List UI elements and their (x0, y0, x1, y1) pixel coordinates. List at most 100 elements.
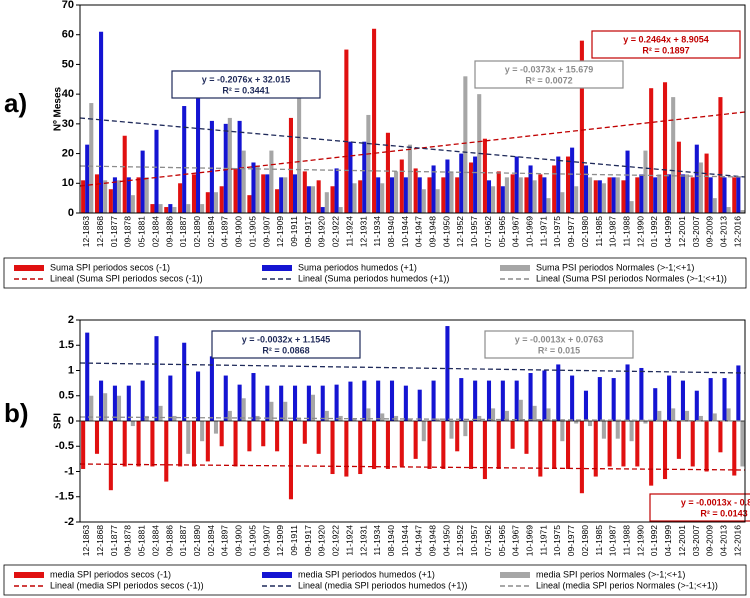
legend-label: Lineal (media SPI periodos humedos (+1)) (298, 580, 467, 590)
bar (330, 421, 335, 475)
bar (726, 207, 731, 213)
bar (528, 373, 533, 421)
x-tick-label: 07-1962 (483, 525, 493, 556)
bar (463, 76, 468, 213)
bar (103, 393, 108, 421)
bar (223, 375, 228, 421)
bar (182, 106, 187, 213)
y-tick-label: 30 (62, 118, 74, 130)
bar (712, 413, 717, 421)
y-tick-label: 2 (68, 314, 74, 326)
panel-label: a) (4, 88, 27, 118)
bar (639, 367, 644, 421)
equation-box (649, 493, 750, 522)
x-tick-label: 11-1924 (344, 525, 354, 556)
bar (611, 378, 616, 421)
bar (178, 183, 183, 213)
bar (186, 421, 191, 454)
bar (482, 421, 487, 480)
x-tick-label: 08-1940 (386, 216, 396, 247)
bar (241, 150, 246, 213)
x-tick-label: 10-1975 (552, 525, 562, 556)
bar (473, 156, 478, 213)
bar (574, 421, 579, 424)
y-axis-title: SPI (53, 413, 64, 429)
trend-r2: R² = 0.3441 (222, 85, 269, 95)
bar (510, 421, 515, 449)
x-tick-label: 04-1897 (220, 525, 230, 556)
x-tick-label: 12-1931 (358, 525, 368, 556)
bar (89, 395, 94, 421)
bar (635, 421, 640, 467)
bar (154, 129, 159, 213)
legend-label: Lineal (Suma PSI periodos Normales (>-1;… (536, 273, 727, 283)
bar (455, 177, 460, 213)
bar (417, 389, 422, 421)
trend-r2: R² = 0.0143 (700, 508, 747, 518)
legend-swatch (500, 572, 530, 578)
x-tick-label: 01-1905 (247, 216, 257, 247)
bar (144, 177, 149, 213)
bar (385, 132, 390, 213)
bar (269, 401, 274, 421)
bar (227, 410, 232, 421)
bar (607, 177, 612, 213)
bar (209, 120, 214, 213)
x-tick-label: 12-1863 (81, 525, 91, 556)
bar (158, 405, 163, 421)
x-tick-label: 01-1877 (109, 525, 119, 556)
x-tick-label: 09-1907 (261, 525, 271, 556)
trend-equation: y = -0.0373x + 15.679 (505, 64, 594, 74)
x-tick-label: 04-1950 (441, 216, 451, 247)
bar (219, 186, 224, 213)
y-tick-label: 1 (68, 364, 74, 376)
x-tick-label: 09-1977 (566, 525, 576, 556)
x-tick-label: 07-1962 (483, 216, 493, 247)
legend-swatch (262, 572, 292, 578)
bar (150, 204, 155, 213)
bar (219, 421, 224, 447)
bar (496, 171, 501, 213)
bar (372, 28, 377, 214)
bar (99, 31, 104, 213)
bar (330, 186, 335, 213)
bar (200, 421, 205, 442)
legend-label: Suma periodos humedos (+1) (298, 262, 417, 272)
bar (538, 174, 543, 213)
bar (140, 380, 145, 421)
equation-box (484, 330, 634, 359)
bar (297, 418, 302, 421)
bar (358, 421, 363, 475)
x-tick-label: 04-2013 (718, 216, 728, 247)
bar (455, 421, 460, 452)
bar (542, 177, 547, 213)
bar (352, 183, 357, 213)
x-tick-label: 09-1886 (164, 525, 174, 556)
bar (85, 332, 90, 421)
bar (496, 421, 501, 469)
legend-box (3, 257, 747, 289)
bar (376, 177, 381, 213)
y-tick-label: 0 (68, 415, 74, 427)
bar (344, 49, 349, 214)
bar (621, 180, 626, 213)
bar (583, 165, 589, 213)
bar (126, 177, 131, 213)
bar (546, 408, 551, 421)
bar (251, 162, 256, 213)
bar (380, 183, 385, 213)
legend-box (3, 564, 747, 596)
x-tick-label: 10-1957 (469, 216, 479, 247)
x-tick-label: 02-1894 (206, 525, 216, 556)
legend-swatch (14, 572, 44, 578)
x-tick-label: 05-1965 (497, 525, 507, 556)
bar (136, 421, 141, 467)
x-tick-label: 02-1884 (150, 216, 160, 247)
x-tick-label: 05-1881 (137, 216, 147, 247)
x-tick-label: 10-1957 (469, 525, 479, 556)
bar (403, 177, 408, 213)
bar (667, 174, 672, 213)
bar (344, 421, 349, 477)
bar (477, 415, 482, 421)
bar (251, 373, 256, 421)
